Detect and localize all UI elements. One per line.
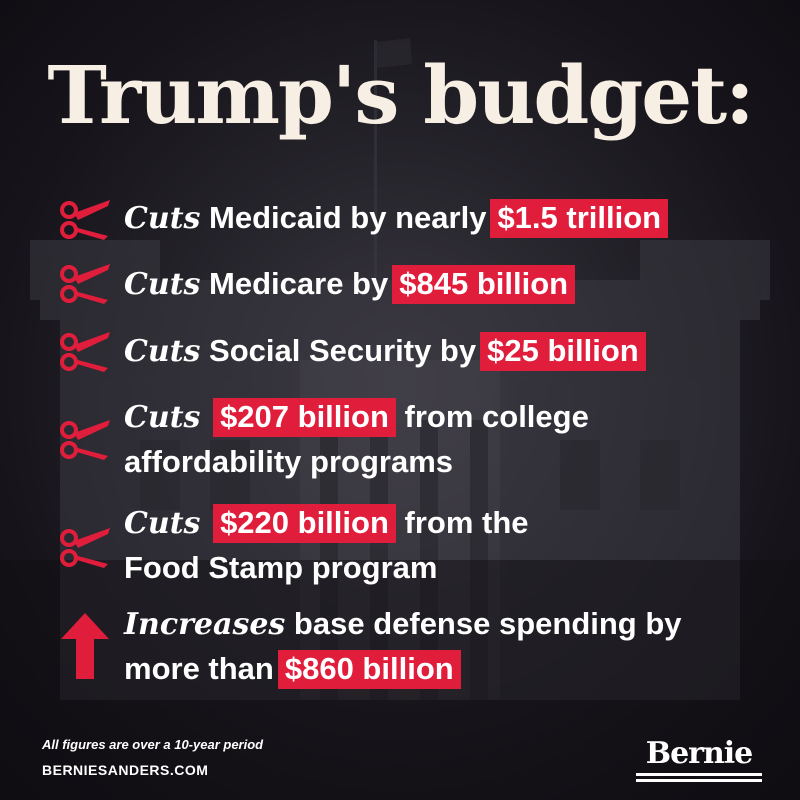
- item-text: from the: [395, 505, 529, 540]
- item-verb: Cuts: [124, 506, 201, 541]
- list-item: Cuts Social Security by $25 billion: [124, 329, 784, 374]
- item-line-2: affordability programs: [124, 444, 453, 479]
- arrow-up-icon: [61, 613, 109, 679]
- item-text: base defense spending by: [285, 606, 682, 641]
- page-title: Trump's budget:: [47, 48, 754, 142]
- item-line: Increases base defense spending by: [124, 602, 784, 647]
- item-verb: Cuts: [124, 267, 201, 302]
- item-text: Medicaid by nearly: [200, 200, 487, 235]
- scissors-icon: [60, 528, 110, 568]
- website-url: BERNIESANDERS.COM: [42, 762, 209, 778]
- amount-highlight: $220 billion: [213, 504, 396, 543]
- item-verb: Increases: [124, 607, 286, 642]
- list-item: Cuts $207 billion from college affordabi…: [124, 395, 784, 484]
- amount-highlight: $1.5 trillion: [490, 199, 669, 238]
- list-item: Cuts $220 billion from the Food Stamp pr…: [124, 501, 784, 590]
- item-text: [200, 505, 209, 540]
- list-item: Increases base defense spending by more …: [124, 602, 784, 691]
- scissors-icon: [60, 420, 110, 460]
- list-item: Cuts Medicare by $845 billion: [124, 262, 784, 307]
- logo-stripes-icon: [636, 773, 762, 782]
- scissors-icon: [60, 332, 110, 372]
- item-verb: Cuts: [124, 400, 201, 435]
- scissors-icon: [60, 200, 110, 240]
- item-line: Cuts Medicaid by nearly $1.5 trillion: [124, 196, 784, 241]
- item-text: Medicare by: [200, 266, 389, 301]
- item-text: Social Security by: [200, 333, 477, 368]
- scissors-icon: [60, 264, 110, 304]
- item-verb: Cuts: [124, 201, 201, 236]
- item-line: Cuts Medicare by $845 billion: [124, 262, 784, 307]
- list-item: Cuts Medicaid by nearly $1.5 trillion: [124, 196, 784, 241]
- bernie-logo: Bernie: [632, 737, 766, 783]
- amount-highlight: $207 billion: [213, 398, 396, 437]
- footnote: All figures are over a 10-year period: [42, 737, 264, 752]
- item-line: Cuts $220 billion from the: [124, 501, 784, 546]
- item-text: from college: [395, 399, 589, 434]
- logo-text: Bernie: [645, 736, 754, 771]
- item-line-2: Food Stamp program: [124, 550, 438, 585]
- amount-highlight: $860 billion: [277, 650, 461, 689]
- item-line: Cuts Social Security by $25 billion: [124, 329, 784, 374]
- item-verb: Cuts: [124, 334, 201, 369]
- amount-highlight: $25 billion: [480, 332, 646, 371]
- amount-highlight: $845 billion: [392, 265, 576, 304]
- item-text: more than: [124, 651, 274, 686]
- item-text: [200, 399, 209, 434]
- item-line-2: more than $860 billion: [124, 647, 784, 691]
- item-line: Cuts $207 billion from college: [124, 395, 784, 440]
